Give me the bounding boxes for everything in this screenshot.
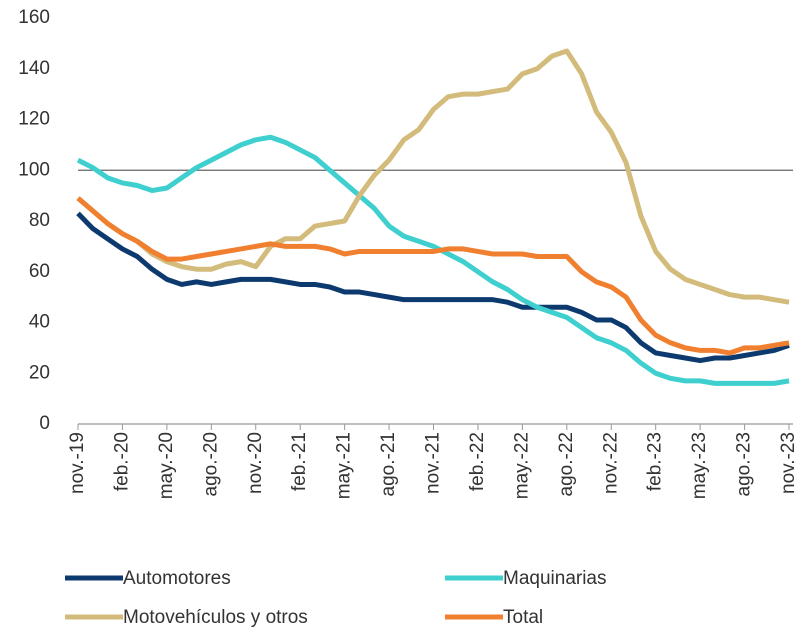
y-tick-label: 80 — [29, 210, 50, 231]
x-tick-label: may.-22 — [511, 432, 532, 499]
x-tick-label: feb.-23 — [645, 432, 666, 491]
y-tick-label: 60 — [29, 261, 50, 282]
y-tick-label: 160 — [18, 7, 50, 28]
series-line — [76, 134, 790, 386]
x-tick-label: may.-20 — [156, 432, 177, 499]
x-tick-label: nov.-23 — [778, 432, 799, 494]
x-tick-label: nov.-21 — [423, 432, 444, 494]
y-tick-label: 100 — [18, 159, 50, 180]
x-tick-label: ago.-23 — [734, 432, 755, 496]
legend-label: Automotores — [123, 568, 231, 589]
x-tick-label: feb.-21 — [289, 432, 310, 491]
legend-label: Maquinarias — [503, 568, 607, 589]
y-tick-label: 140 — [18, 58, 50, 79]
x-tick-label: feb.-22 — [467, 432, 488, 491]
x-tick-label: ago.-21 — [378, 432, 399, 496]
x-tick-label: nov.-20 — [245, 432, 266, 494]
y-tick-label: 40 — [29, 312, 50, 333]
x-tick-label: feb.-20 — [111, 432, 132, 491]
series-line — [76, 48, 790, 305]
x-tick-label: ago.-20 — [200, 432, 221, 496]
y-tick-label: 120 — [18, 109, 50, 130]
legend-label: Total — [503, 607, 543, 628]
x-tick-label: ago.-22 — [556, 432, 577, 496]
series-line — [76, 211, 790, 364]
x-tick-label: nov.-22 — [600, 432, 621, 494]
x-tick-label: may.-21 — [334, 432, 355, 499]
x-tick-label: nov.-19 — [67, 432, 88, 494]
legend-label: Motovehículos y otros — [123, 607, 308, 628]
series-line — [76, 196, 790, 356]
y-tick-label: 0 — [39, 413, 50, 434]
x-tick-label: may.-23 — [689, 432, 710, 499]
y-tick-label: 20 — [29, 362, 50, 383]
